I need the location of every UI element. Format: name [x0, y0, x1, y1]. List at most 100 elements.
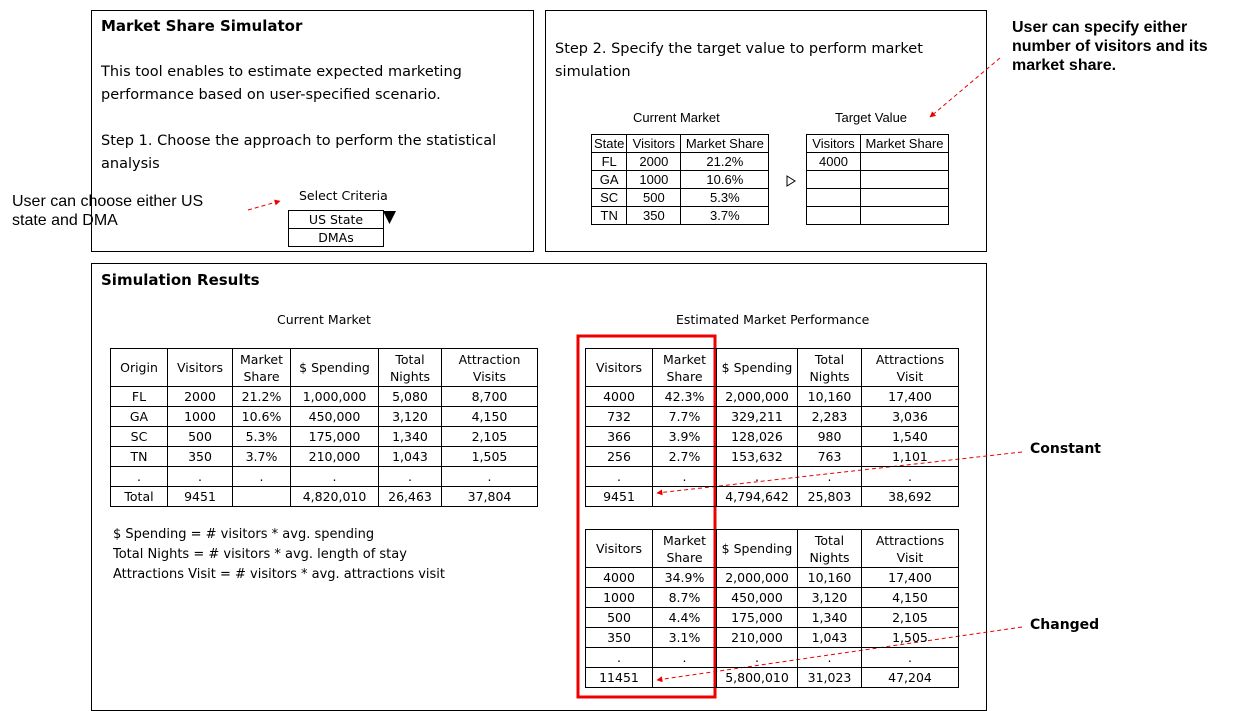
- header-row: Visitors Market Share: [806, 134, 949, 153]
- cell: FL: [590, 152, 628, 171]
- cell: 210,000: [290, 446, 379, 467]
- cell: 8.7%: [652, 587, 717, 608]
- cell: .: [716, 647, 798, 668]
- cell: 1,340: [797, 607, 862, 628]
- cell: 10.6%: [680, 170, 770, 189]
- header-cell: Visitors: [585, 348, 653, 387]
- cell: .: [110, 466, 168, 487]
- setup-panel: [91, 10, 534, 252]
- table: State Visitors Market Share FL 2000 21.2% GA 10…: [590, 134, 770, 225]
- cell: 4,794,642: [716, 486, 798, 507]
- cell: .: [797, 466, 862, 487]
- table: Visitors Market Share 4000: [806, 134, 949, 225]
- row: 732 7.7% 329,211 2,283 3,036: [585, 406, 959, 427]
- header-cell: Total Nights: [797, 348, 862, 387]
- cell: .: [290, 466, 379, 487]
- header-cell: Total Nights: [378, 348, 442, 387]
- cell: 256: [585, 446, 653, 467]
- cell: TN: [590, 206, 628, 225]
- cell: 26,463: [378, 486, 442, 507]
- results-title: Simulation Results: [101, 271, 260, 289]
- cell: 175,000: [290, 426, 379, 447]
- cell: 1,505: [441, 446, 538, 467]
- table-title: Target Value: [835, 110, 908, 125]
- cell: 1,000,000: [290, 386, 379, 407]
- cell: 7.7%: [652, 406, 717, 427]
- cell: [652, 486, 717, 507]
- cell: GA: [590, 170, 628, 189]
- cell: 4000: [585, 567, 653, 588]
- annotation: Constant: [1030, 441, 1101, 457]
- cell: TN: [110, 446, 168, 467]
- cell: 153,632: [716, 446, 798, 467]
- cell: 31,023: [797, 667, 862, 688]
- cell: Total: [110, 486, 168, 507]
- annotation: User can choose either US state and DMA: [12, 193, 204, 229]
- cell: 500: [626, 188, 682, 207]
- cell: [652, 667, 717, 688]
- cell: 2,283: [797, 406, 862, 427]
- row: SC 500 5.3% 175,000 1,340 2,105: [110, 426, 538, 447]
- header-cell: Attraction Visits: [441, 348, 538, 387]
- setup-intro: This tool enables to estimate expected m…: [101, 64, 462, 103]
- select-option[interactable]: US State: [288, 210, 384, 229]
- row: ......: [110, 466, 538, 487]
- cell: 2.7%: [652, 446, 717, 467]
- cell: [806, 188, 861, 207]
- cell: 5,800,010: [716, 667, 798, 688]
- cell: 34.9%: [652, 567, 717, 588]
- cell: 2000: [626, 152, 682, 171]
- table: Origin Visitors Market Share $ Spending Tota…: [110, 348, 538, 507]
- cell: 38,692: [861, 486, 959, 507]
- cell: 4000: [585, 386, 653, 407]
- cell: .: [861, 647, 959, 668]
- row: 1000 8.7% 450,000 3,120 4,150: [585, 587, 959, 608]
- header-cell: Market Share: [680, 134, 770, 153]
- table-title: Current Market: [277, 312, 371, 327]
- cell: .: [797, 647, 862, 668]
- header-row: Origin Visitors Market Share $ Spending Tota…: [110, 348, 538, 387]
- header-cell: Visitors: [167, 348, 233, 387]
- table: Visitors Market Share $ Spending Total Nigh…: [585, 529, 959, 688]
- cell: .: [585, 647, 653, 668]
- cell: [806, 170, 861, 189]
- row: .....: [585, 647, 959, 668]
- cell: 3.9%: [652, 426, 717, 447]
- select-option[interactable]: DMAs: [288, 228, 384, 247]
- cell: 10,160: [797, 386, 862, 407]
- cell: 350: [626, 206, 682, 225]
- cell: 366: [585, 426, 653, 447]
- row: FL 2000 21.2% 1,000,000 5,080 8,700: [110, 386, 538, 407]
- cell: 1000: [167, 406, 233, 427]
- cell: 1,540: [861, 426, 959, 447]
- cell: .: [861, 466, 959, 487]
- cell: 500: [585, 607, 653, 628]
- header-row: State Visitors Market Share: [590, 134, 770, 153]
- cell: [860, 152, 949, 171]
- cell: 37,804: [441, 486, 538, 507]
- cell: 17,400: [861, 386, 959, 407]
- cell: 11451: [585, 667, 653, 688]
- row: 9451 4,794,642 25,803 38,692: [585, 486, 959, 507]
- cell: [806, 206, 861, 225]
- cell: 2,105: [861, 607, 959, 628]
- row: GA 1000 10.6% 450,000 3,120 4,150: [110, 406, 538, 427]
- cell: .: [378, 466, 442, 487]
- cell: 763: [797, 446, 862, 467]
- select-label: Select Criteria: [299, 188, 388, 203]
- header-cell: $ Spending: [290, 348, 379, 387]
- header-cell: Visitors: [626, 134, 682, 153]
- cell: 9451: [167, 486, 233, 507]
- cell: 4,820,010: [290, 486, 379, 507]
- cell: 3.7%: [232, 446, 291, 467]
- formulas: $ Spending = # visitors * avg. spending …: [113, 525, 445, 585]
- formula: Total Nights = # visitors * avg. length …: [113, 547, 407, 562]
- cell: [232, 486, 291, 507]
- header-cell: State: [590, 134, 628, 153]
- cell: 5.3%: [232, 426, 291, 447]
- cell: 500: [167, 426, 233, 447]
- cell: 3,036: [861, 406, 959, 427]
- cell: 17,400: [861, 567, 959, 588]
- header-cell: Attractions Visit: [861, 348, 959, 387]
- cell: 5.3%: [680, 188, 770, 207]
